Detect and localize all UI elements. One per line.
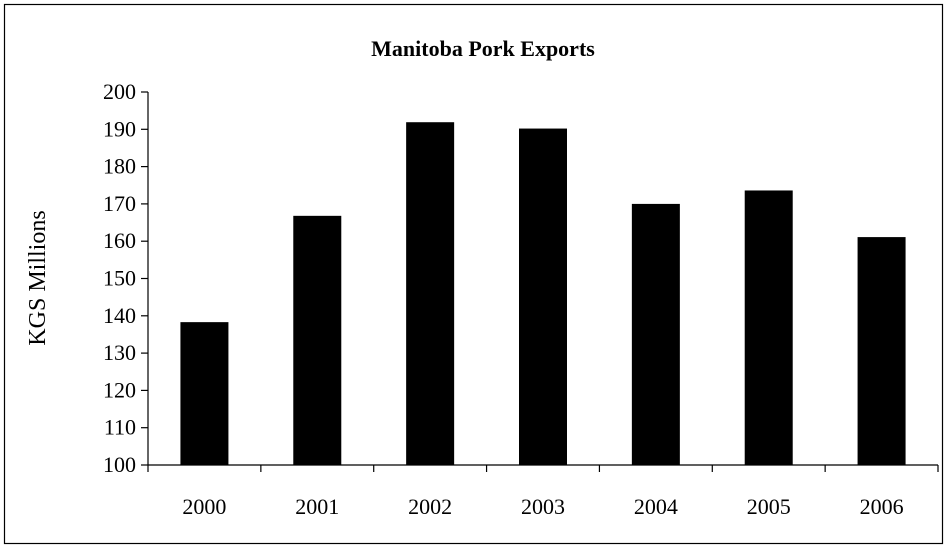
x-tick-label: 2000	[182, 494, 226, 519]
y-tick-label: 200	[103, 79, 136, 104]
bar-2005	[744, 190, 793, 466]
y-tick-label: 170	[103, 191, 136, 216]
x-axis-ticks: 2000 2001 2002 2003 2004 2005 2006	[147, 465, 939, 519]
axes	[147, 92, 938, 466]
bar-2001	[293, 215, 342, 465]
y-tick-label: 160	[103, 228, 136, 253]
y-axis-ticks: 100 110 120 130 140 150 160 170 180 190 200	[103, 79, 148, 477]
bar-2002	[406, 122, 455, 465]
x-tick-label: 2005	[747, 494, 791, 519]
y-tick-label: 150	[103, 266, 136, 291]
chart-frame	[3, 3, 944, 545]
y-tick-label: 120	[103, 377, 136, 402]
bar-2006	[857, 237, 906, 465]
chart-title: Manitoba Pork Exports	[371, 36, 595, 61]
bars	[180, 122, 906, 466]
bar-2000	[180, 322, 229, 465]
x-tick-label: 2003	[521, 494, 565, 519]
y-tick-label: 130	[103, 340, 136, 365]
y-tick-label: 190	[103, 116, 136, 141]
y-tick-label: 180	[103, 154, 136, 179]
bar-2003	[519, 128, 567, 465]
y-tick-label: 100	[103, 452, 136, 477]
x-tick-label: 2001	[295, 494, 339, 519]
bar-2004	[631, 203, 680, 465]
y-tick-label: 110	[104, 415, 136, 440]
x-tick-label: 2002	[408, 494, 452, 519]
y-axis-label: KGS Millions	[25, 210, 51, 345]
x-tick-label: 2006	[860, 494, 904, 519]
y-tick-label: 140	[103, 303, 136, 328]
x-tick-label: 2004	[634, 494, 678, 519]
